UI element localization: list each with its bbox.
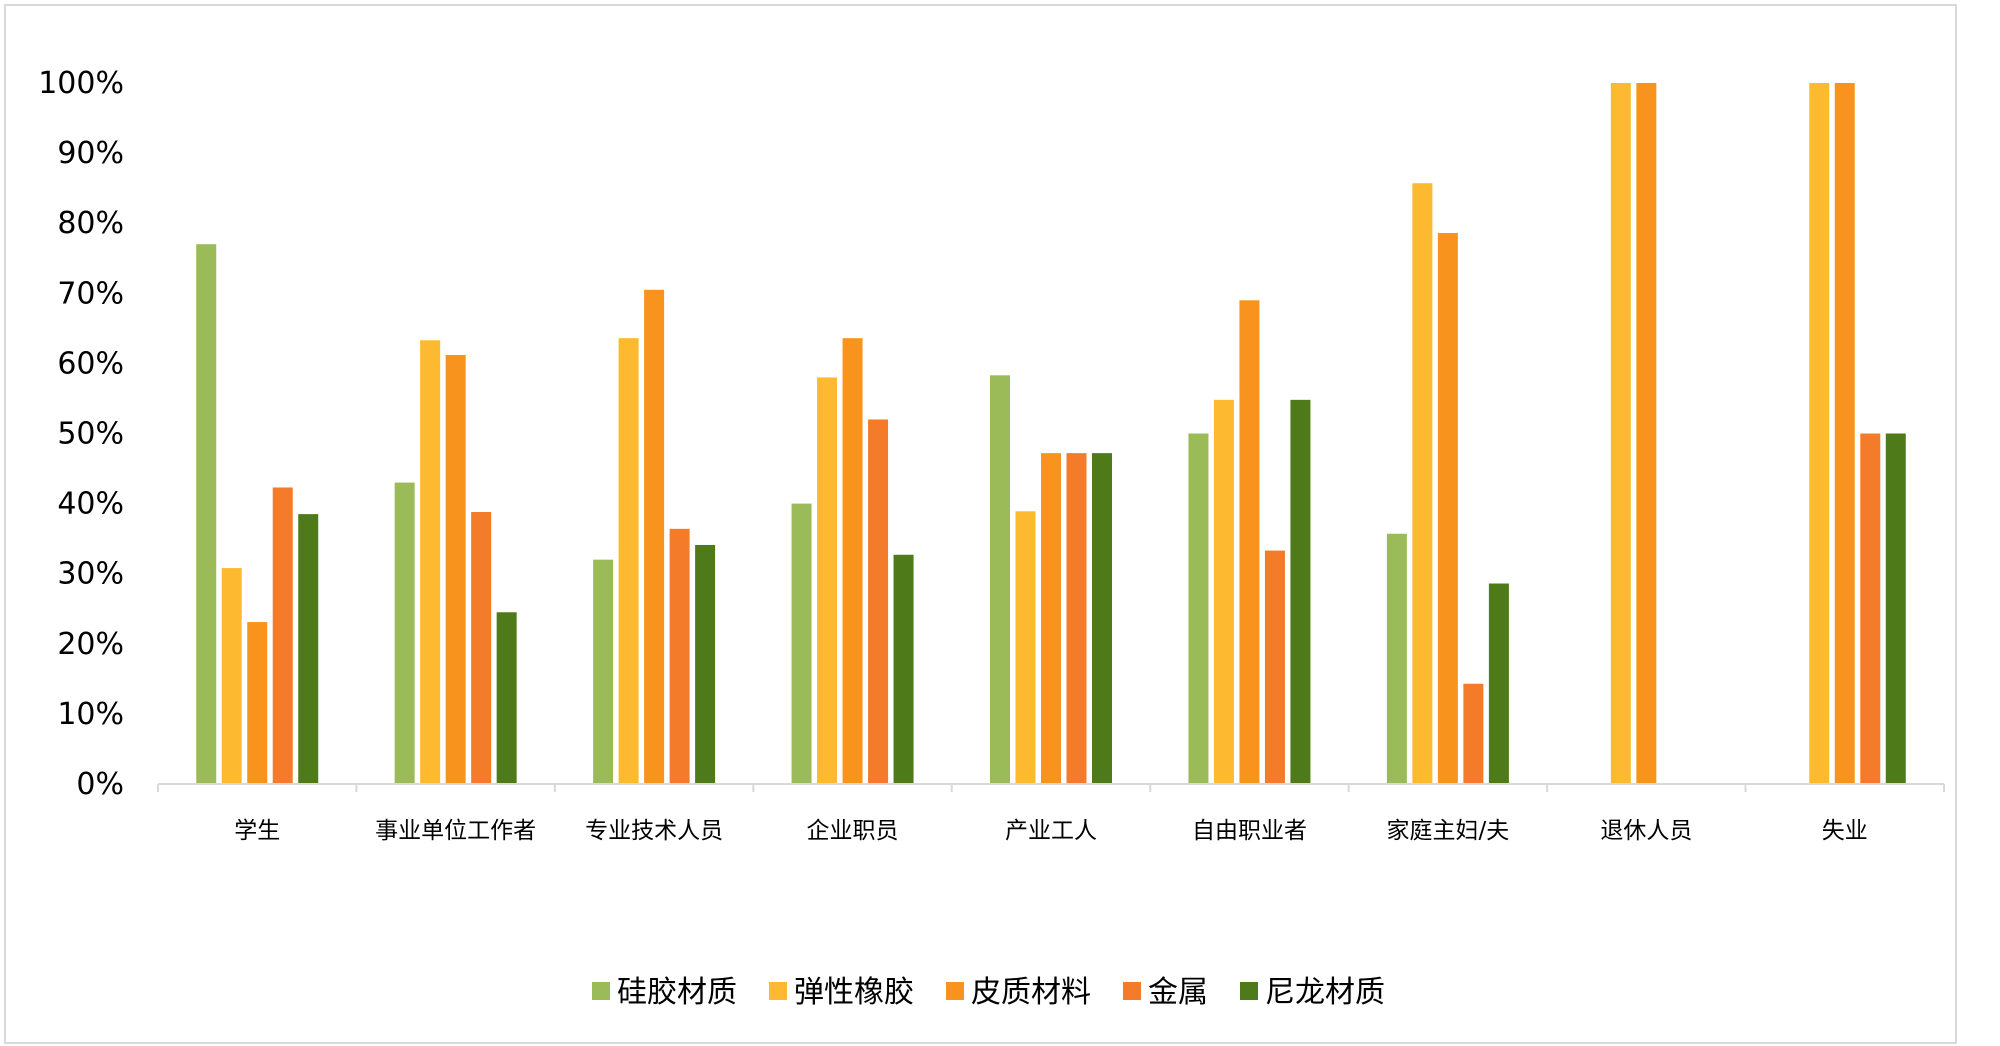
- legend-label: 金属: [1148, 975, 1208, 1010]
- bar: [1636, 83, 1657, 784]
- legend-label: 尼龙材质: [1265, 975, 1385, 1010]
- bar: [1610, 83, 1631, 784]
- y-tick-label: 80%: [57, 206, 124, 241]
- x-tick-label: 自由职业者: [1192, 818, 1307, 844]
- y-axis-ticks: 0% 10% 20% 30% 40% 50% 60% 70% 80% 90% 100%: [38, 66, 124, 802]
- bar: [1290, 399, 1311, 784]
- y-tick-label: 90%: [57, 136, 124, 171]
- legend-label: 皮质材料: [971, 975, 1091, 1010]
- chart-frame: [4, 4, 1957, 1044]
- bar: [1412, 183, 1433, 785]
- bar: [196, 244, 217, 785]
- x-tick-label: 企业职员: [807, 818, 899, 844]
- bar: [618, 338, 639, 784]
- bar: [1386, 533, 1407, 784]
- bar: [1239, 300, 1260, 784]
- bar: [1860, 433, 1881, 784]
- legend-swatch: [592, 982, 610, 1000]
- y-tick-label: 50%: [57, 417, 124, 452]
- bar: [817, 377, 838, 784]
- bar: [644, 289, 665, 784]
- legend-swatch: [1240, 982, 1258, 1000]
- y-tick-label: 60%: [57, 346, 124, 381]
- bar: [1488, 583, 1509, 784]
- x-tick-label: 失业: [1822, 818, 1868, 844]
- legend-swatch: [946, 982, 964, 1000]
- x-tick-label: 产业工人: [1005, 818, 1097, 844]
- bar: [420, 340, 441, 784]
- bar: [1885, 433, 1906, 784]
- bar: [593, 559, 614, 784]
- x-axis-ticks: 学生 事业单位工作者 专业技术人员 企业职员 产业工人 自由职业者 家庭主妇/夫 退休人员 失业: [157, 784, 1945, 844]
- bar: [1213, 399, 1234, 784]
- bar: [1041, 453, 1061, 784]
- x-tick-label: 事业单位工作者: [375, 818, 536, 844]
- y-tick-label: 20%: [57, 627, 124, 662]
- bar: [471, 512, 492, 784]
- bar: [247, 622, 268, 784]
- legend-swatch: [769, 982, 787, 1000]
- bar: [496, 612, 517, 784]
- bar: [221, 568, 242, 784]
- x-tick-label: 学生: [234, 818, 280, 844]
- bar: [1015, 511, 1036, 784]
- bar: [1092, 453, 1112, 784]
- y-tick-label: 30%: [57, 557, 124, 592]
- bar: [842, 338, 863, 784]
- bar: [695, 544, 716, 784]
- legend: 硅胶材质 弹性橡胶 皮质材料 金属 尼龙材质: [592, 975, 1385, 1010]
- bar: [1066, 453, 1087, 784]
- bar: [791, 503, 812, 784]
- bar: [298, 514, 319, 784]
- bar: [394, 482, 415, 784]
- bar: [272, 487, 293, 784]
- x-tick-label: 退休人员: [1600, 818, 1692, 844]
- y-tick-label: 70%: [57, 276, 124, 311]
- y-tick-label: 100%: [38, 66, 124, 101]
- x-tick-label: 家庭主妇/夫: [1387, 818, 1510, 844]
- bar: [1463, 683, 1484, 784]
- y-tick-label: 10%: [57, 697, 124, 732]
- bars: [196, 83, 1906, 785]
- bar: [445, 354, 466, 784]
- bar: [868, 419, 889, 784]
- y-tick-label: 0%: [76, 767, 124, 802]
- bar: [1188, 433, 1209, 784]
- bar: [1437, 233, 1458, 784]
- bar: [1834, 83, 1855, 784]
- legend-swatch: [1123, 982, 1141, 1000]
- bar: [669, 528, 690, 784]
- bar: [990, 375, 1010, 784]
- y-tick-label: 40%: [57, 487, 124, 522]
- legend-label: 弹性橡胶: [794, 975, 914, 1010]
- bar: [1809, 83, 1830, 784]
- legend-label: 硅胶材质: [617, 975, 737, 1010]
- x-tick-label: 专业技术人员: [585, 818, 723, 844]
- bar: [1264, 550, 1285, 784]
- bar: [893, 554, 914, 784]
